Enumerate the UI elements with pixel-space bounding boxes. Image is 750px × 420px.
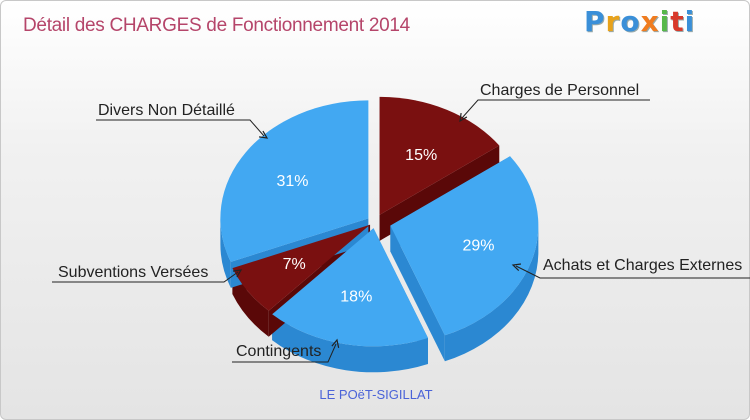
slice-percent-label: 7% [283,256,306,273]
slice-category-label: Contingents [236,343,321,360]
pie-slice [220,100,369,262]
slice-category-label: Achats et Charges Externes [543,257,742,274]
slice-percent-label: 15% [405,147,437,164]
pie-slice [379,96,500,215]
proxiti-logo: Proxiti [584,5,695,38]
pie-slice [272,228,428,347]
leader-arrow [258,130,269,139]
logo-letter: P [584,5,606,38]
pie-slice [390,156,539,336]
slice-side [220,218,231,288]
logo-letter: r [605,5,621,38]
chart-title: Détail des CHARGES de Fonctionnement 201… [23,15,410,36]
pie-slice [232,224,371,311]
logo-letter: i [659,5,671,38]
logo-letter: i [684,5,696,38]
slice-side [272,314,428,373]
slice-side [444,225,539,362]
logo-letter: x [640,5,660,38]
leader-arrow [331,338,340,348]
commune-name: LE POëT-SIGILLAT [319,387,433,402]
slice-category-label: Subventions Versées [58,264,208,281]
pie-tops: 15% 29% 18% 7% 31% [220,96,539,347]
logo-letter: o [620,5,641,38]
leader-line [515,265,750,279]
slice-wall [390,225,445,362]
slice-category-label: Divers Non Détaillé [98,102,235,119]
pie-labels: Charges de Personnel Achats et Charges Ex… [52,82,750,363]
slice-percent-label: 29% [462,238,494,255]
leader-arrow [459,112,468,123]
leader-line [96,119,265,137]
leader-line [232,343,337,363]
leader-line [52,271,239,283]
leader-arrow [511,263,522,272]
slice-category-label: Charges de Personnel [480,82,639,99]
leader-line [461,99,650,119]
slice-percent-label: 31% [276,173,308,190]
leader-arrow [232,269,243,278]
slice-percent-label: 18% [340,289,372,306]
logo-letter: t [670,5,685,38]
